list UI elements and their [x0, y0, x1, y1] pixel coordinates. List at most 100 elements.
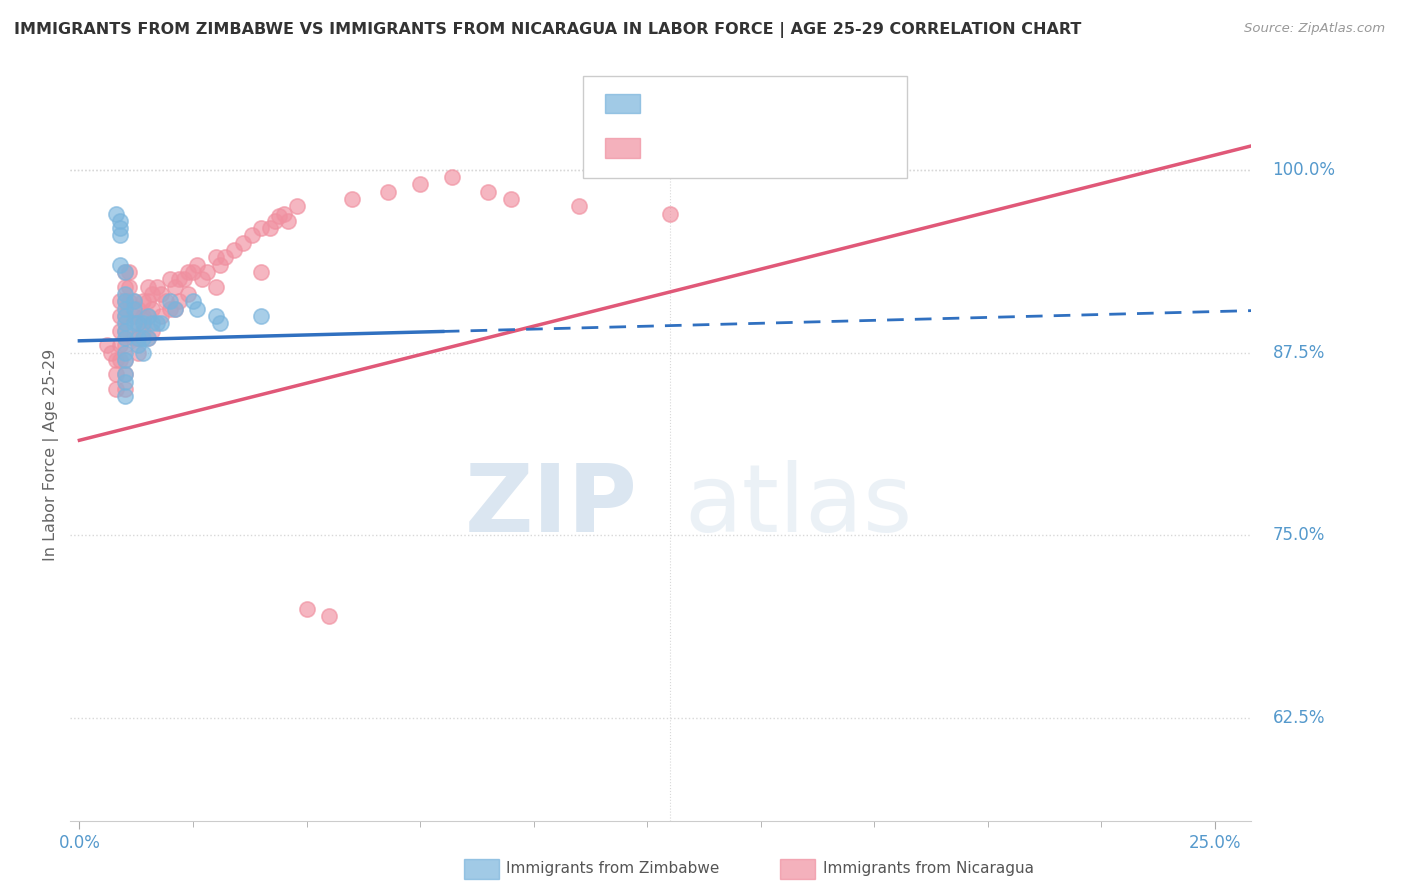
Text: R =: R = [647, 138, 686, 156]
Point [141, 316, 163, 330]
Point [259, 221, 281, 235]
Point [169, 272, 191, 286]
Point [222, 243, 245, 257]
Point [114, 352, 136, 367]
Point [114, 309, 136, 323]
Point [127, 331, 149, 345]
Point [186, 258, 208, 272]
Point [141, 324, 163, 338]
Point [114, 389, 136, 403]
Point [114, 324, 136, 338]
Point [114, 287, 136, 301]
Point [273, 206, 295, 220]
Text: N =: N = [720, 138, 772, 156]
Point [240, 228, 263, 243]
Text: 0.421: 0.421 [678, 138, 734, 156]
Point [114, 294, 136, 309]
Point [136, 309, 159, 323]
Point [132, 345, 155, 359]
Point [104, 352, 127, 367]
Point [110, 221, 132, 235]
Point [136, 331, 159, 345]
Text: 39: 39 [763, 94, 789, 112]
Point [114, 265, 136, 279]
Point [195, 265, 218, 279]
Point [110, 214, 132, 228]
Point [136, 309, 159, 323]
Text: 87.5%: 87.5% [1272, 343, 1324, 361]
Point [163, 301, 186, 316]
Point [204, 279, 226, 293]
Point [173, 272, 195, 286]
Point [141, 301, 163, 316]
Point [114, 331, 136, 345]
Point [110, 258, 132, 272]
Point [114, 294, 136, 309]
Point [110, 338, 132, 352]
Text: Immigrants from Nicaragua: Immigrants from Nicaragua [823, 862, 1033, 876]
Point [110, 309, 132, 323]
Point [132, 294, 155, 309]
Point [209, 316, 232, 330]
Point [127, 301, 149, 316]
Point [122, 331, 145, 345]
Point [250, 309, 273, 323]
Point [177, 265, 200, 279]
Point [122, 294, 145, 309]
Point [163, 301, 186, 316]
Point [127, 345, 149, 359]
Point [658, 206, 681, 220]
Point [263, 214, 285, 228]
Point [150, 309, 173, 323]
Point [127, 316, 149, 330]
Point [204, 309, 226, 323]
Point [409, 178, 432, 192]
Point [145, 316, 167, 330]
Point [104, 368, 127, 382]
Point [132, 324, 155, 338]
Point [114, 345, 136, 359]
Point [568, 199, 591, 213]
Text: Source: ZipAtlas.com: Source: ZipAtlas.com [1244, 22, 1385, 36]
Point [340, 192, 363, 206]
Point [122, 309, 145, 323]
Point [132, 331, 155, 345]
Text: 0.038: 0.038 [678, 94, 735, 112]
Point [127, 331, 149, 345]
Point [232, 235, 254, 250]
Point [150, 287, 173, 301]
Point [141, 287, 163, 301]
Text: 100.0%: 100.0% [1272, 161, 1336, 178]
Point [114, 375, 136, 389]
Point [287, 199, 309, 213]
Point [132, 309, 155, 323]
Text: 81: 81 [763, 138, 789, 156]
Point [191, 272, 214, 286]
Point [136, 331, 159, 345]
Point [132, 316, 155, 330]
Point [155, 294, 177, 309]
Point [118, 279, 141, 293]
Point [181, 265, 204, 279]
Text: atlas: atlas [685, 460, 912, 552]
Text: IMMIGRANTS FROM ZIMBABWE VS IMMIGRANTS FROM NICARAGUA IN LABOR FORCE | AGE 25-29: IMMIGRANTS FROM ZIMBABWE VS IMMIGRANTS F… [14, 22, 1081, 38]
Point [114, 368, 136, 382]
Point [269, 210, 291, 224]
Point [114, 324, 136, 338]
Point [114, 352, 136, 367]
Point [110, 294, 132, 309]
Point [110, 352, 132, 367]
Point [114, 368, 136, 382]
Point [250, 265, 273, 279]
Point [477, 185, 499, 199]
Point [110, 228, 132, 243]
Text: N =: N = [720, 94, 772, 112]
Point [159, 301, 181, 316]
Text: 75.0%: 75.0% [1272, 526, 1324, 544]
Point [377, 185, 399, 199]
Text: Immigrants from Zimbabwe: Immigrants from Zimbabwe [506, 862, 720, 876]
Point [118, 294, 141, 309]
Point [114, 279, 136, 293]
Text: 62.5%: 62.5% [1272, 709, 1324, 727]
Point [204, 251, 226, 265]
